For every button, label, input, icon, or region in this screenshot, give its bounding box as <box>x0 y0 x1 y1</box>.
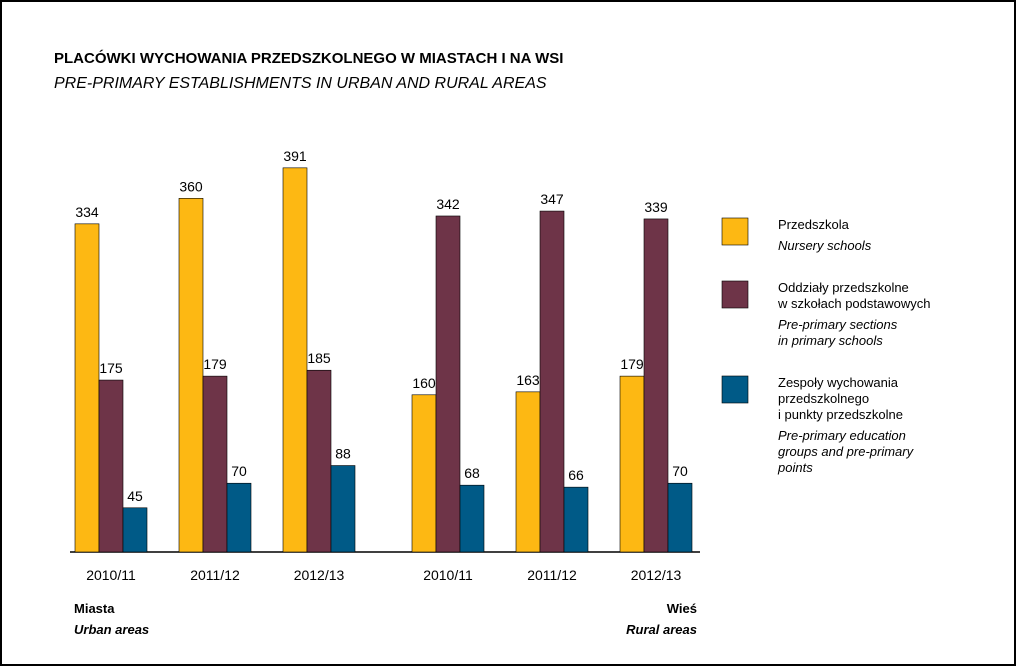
legend-label-en: Nursery schools <box>778 238 872 253</box>
bar <box>459 484 485 553</box>
x-tick-label: 2010/11 <box>86 567 136 583</box>
legend-swatch <box>721 280 749 309</box>
bar <box>226 482 252 553</box>
bar <box>667 482 693 553</box>
data-label: 342 <box>436 196 460 212</box>
bar <box>122 507 148 553</box>
data-label: 185 <box>307 350 331 366</box>
bar <box>306 369 332 553</box>
legend-swatch <box>721 375 749 404</box>
legend-label: w szkołach podstawowych <box>777 296 930 311</box>
group-label-en: Urban areas <box>74 622 149 637</box>
legend-label-en: groups and pre-primary <box>778 444 915 459</box>
data-label: 179 <box>203 356 227 372</box>
bar <box>619 375 645 553</box>
bar <box>563 486 589 553</box>
group-label-en: Rural areas <box>626 622 697 637</box>
legend-label-en: in primary schools <box>778 333 883 348</box>
data-label: 360 <box>179 178 203 194</box>
legend-label: Oddziały przedszkolne <box>778 280 909 295</box>
data-label: 163 <box>516 372 540 388</box>
data-label: 68 <box>464 465 480 481</box>
bar <box>411 394 437 553</box>
x-tick-label: 2010/11 <box>423 567 473 583</box>
data-label: 160 <box>412 375 436 391</box>
data-label: 339 <box>644 199 668 215</box>
group-label: Miasta <box>74 601 115 616</box>
chart-subtitle: PRE-PRIMARY ESTABLISHMENTS IN URBAN AND … <box>54 75 547 92</box>
data-label: 45 <box>127 488 143 504</box>
chart-title: PLACÓWKI WYCHOWANIA PRZEDSZKOLNEGO W MIA… <box>54 49 563 67</box>
bar <box>435 215 461 553</box>
bar <box>178 198 204 553</box>
legend-label-en: Pre-primary sections <box>778 317 898 332</box>
legend-swatch <box>721 217 749 246</box>
legend-label-en: Pre-primary education <box>778 428 906 443</box>
legend-label: Przedszkola <box>778 217 850 232</box>
data-label: 391 <box>283 148 307 164</box>
x-tick-label: 2011/12 <box>190 567 240 583</box>
bar <box>515 391 541 553</box>
data-label: 334 <box>75 204 99 220</box>
legend-label: i punkty przedszkolne <box>778 407 903 422</box>
data-label: 179 <box>620 356 644 372</box>
bar <box>330 465 356 553</box>
bar <box>282 167 308 553</box>
data-label: 175 <box>99 360 123 376</box>
data-label: 70 <box>231 463 247 479</box>
bar <box>202 375 228 553</box>
data-label: 88 <box>335 446 351 462</box>
x-tick-label: 2011/12 <box>527 567 577 583</box>
bar <box>539 210 565 553</box>
legend-label-en: points <box>777 460 813 475</box>
x-tick-label: 2012/13 <box>294 567 345 583</box>
data-label: 70 <box>672 463 688 479</box>
legend-label: przedszkolnego <box>778 391 869 406</box>
bar <box>74 223 100 553</box>
bar <box>98 379 124 553</box>
group-label: Wieś <box>667 601 697 616</box>
bar <box>643 218 669 553</box>
legend-label: Zespoły wychowania <box>778 375 899 390</box>
data-label: 347 <box>540 191 564 207</box>
x-tick-label: 2012/13 <box>631 567 682 583</box>
data-label: 66 <box>568 467 584 483</box>
